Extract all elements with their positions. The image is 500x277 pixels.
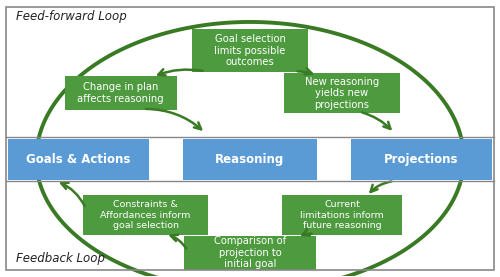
Text: Projections: Projections	[384, 153, 459, 166]
FancyBboxPatch shape	[183, 138, 317, 179]
Text: Constraints &
Affordances inform
goal selection: Constraints & Affordances inform goal se…	[100, 200, 191, 230]
FancyBboxPatch shape	[8, 138, 150, 179]
FancyBboxPatch shape	[184, 236, 316, 270]
Text: Feedback Loop: Feedback Loop	[16, 252, 106, 265]
Text: Current
limitations inform
future reasoning: Current limitations inform future reason…	[300, 200, 384, 230]
Text: Feed-forward Loop: Feed-forward Loop	[16, 10, 127, 23]
Text: Reasoning: Reasoning	[216, 153, 284, 166]
FancyBboxPatch shape	[284, 73, 401, 113]
Text: Comparison of
projection to
initial goal: Comparison of projection to initial goal	[214, 236, 286, 270]
Text: New reasoning
yields new
projections: New reasoning yields new projections	[305, 77, 379, 110]
Text: Goals & Actions: Goals & Actions	[26, 153, 130, 166]
Text: Change in plan
affects reasoning: Change in plan affects reasoning	[78, 83, 164, 104]
FancyBboxPatch shape	[350, 138, 492, 179]
FancyBboxPatch shape	[282, 195, 402, 235]
Text: Goal selection
limits possible
outcomes: Goal selection limits possible outcomes	[214, 34, 286, 67]
FancyBboxPatch shape	[192, 29, 308, 72]
FancyBboxPatch shape	[65, 76, 176, 111]
FancyBboxPatch shape	[84, 195, 208, 235]
